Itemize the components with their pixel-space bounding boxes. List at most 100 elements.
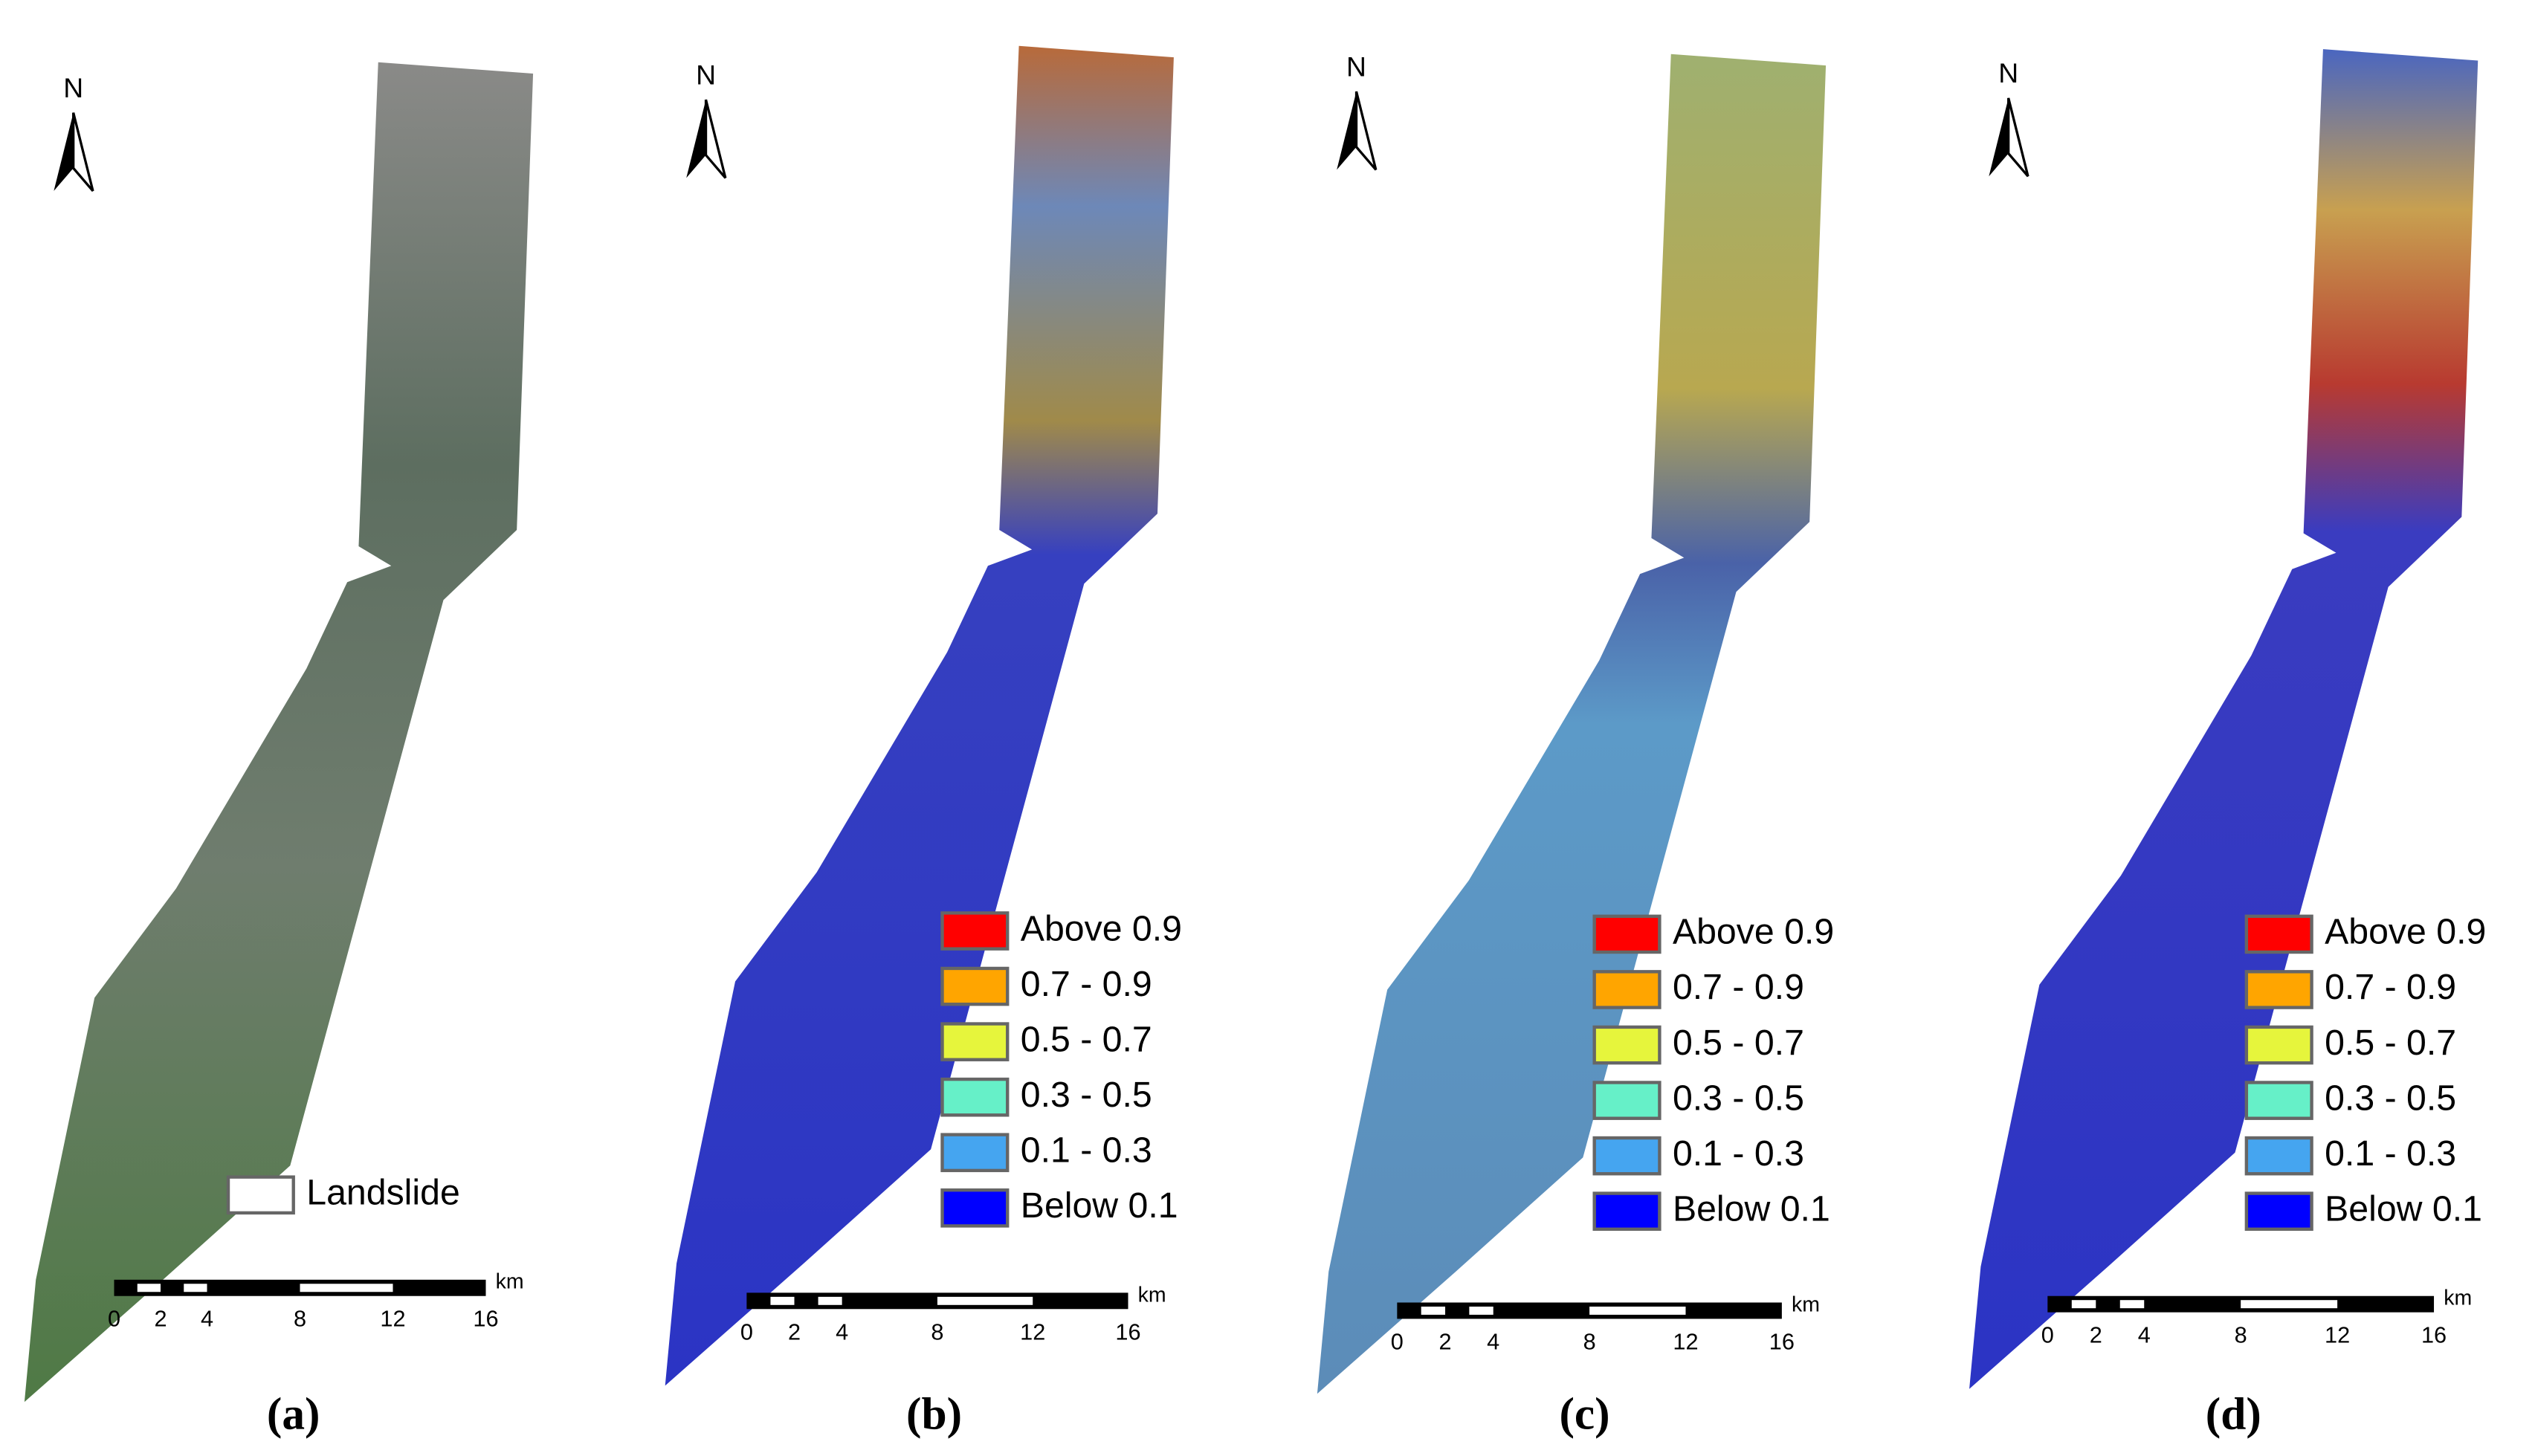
legend-swatch xyxy=(940,1133,1010,1173)
north-label: N xyxy=(1998,57,2018,88)
legend-swatch xyxy=(940,1188,1010,1228)
north-arrow-right xyxy=(72,112,94,192)
legend-swatch xyxy=(2244,914,2313,954)
legend-label: 0.3 - 0.5 xyxy=(1021,1075,1152,1115)
legend-swatch xyxy=(2244,1136,2313,1176)
legend-swatch xyxy=(2244,1191,2313,1232)
scale-bar-segment xyxy=(184,1284,207,1292)
scale-bar-segment xyxy=(2119,1300,2145,1309)
scale-tick-label: 16 xyxy=(1115,1319,1140,1345)
scale-tick-label: 12 xyxy=(1020,1319,1045,1345)
scale-unit: km xyxy=(1138,1283,1166,1307)
scale-bar-segment xyxy=(818,1296,842,1305)
legend-label: Above 0.9 xyxy=(1673,912,1834,952)
north-arrow-left xyxy=(686,100,706,178)
map-area xyxy=(24,62,534,1402)
legend-swatch xyxy=(940,1077,1010,1117)
panel: N Above 0.9 0.7 - 0.9 0.5 - 0.7 0.3 - 0.5 0.1… xyxy=(1969,49,2486,1439)
scale-bar-segment xyxy=(1421,1306,1446,1315)
legend-label: 0.3 - 0.5 xyxy=(2325,1078,2456,1118)
scale-unit: km xyxy=(1792,1292,1820,1316)
north-arrow-left xyxy=(1989,97,2009,177)
map-area xyxy=(665,45,1174,1386)
panel: N Above 0.9 0.7 - 0.9 0.5 - 0.7 0.3 - 0.5 0.1… xyxy=(665,45,1182,1439)
scale-bar-segment xyxy=(1469,1306,1493,1315)
legend-label: 0.5 - 0.7 xyxy=(1021,1019,1152,1059)
scale-tick-label: 0 xyxy=(108,1306,120,1332)
scale-tick-label: 8 xyxy=(2235,1322,2247,1348)
north-label: N xyxy=(696,59,716,90)
scale-bar-segment xyxy=(770,1296,795,1305)
panel-label: (b) xyxy=(906,1388,962,1439)
scale-tick-label: 2 xyxy=(2090,1322,2102,1348)
scale-tick-label: 4 xyxy=(1487,1328,1499,1354)
panel: N Above 0.9 0.7 - 0.9 0.5 - 0.7 0.3 - 0.5 0.1… xyxy=(1317,51,1834,1439)
legend-label: 0.5 - 0.7 xyxy=(2325,1023,2456,1063)
north-arrow-right xyxy=(2007,97,2029,178)
scale-tick-label: 0 xyxy=(740,1319,753,1345)
legend-label: Above 0.9 xyxy=(2325,912,2486,952)
panel-label: (a) xyxy=(267,1388,320,1439)
legend-swatch xyxy=(226,1175,295,1215)
scale-tick-label: 8 xyxy=(931,1319,943,1345)
scale-tick-label: 16 xyxy=(2421,1322,2447,1348)
legend-swatch xyxy=(1592,1136,1662,1176)
legend-swatch xyxy=(940,966,1010,1006)
scale-bar-segment xyxy=(137,1284,161,1292)
legend-label: 0.1 - 0.3 xyxy=(1673,1133,1804,1174)
scale-tick-label: 12 xyxy=(1673,1328,1698,1354)
scale-bar-segment xyxy=(300,1284,393,1292)
legend-label: 0.1 - 0.3 xyxy=(2325,1133,2456,1174)
north-label: N xyxy=(1346,51,1366,82)
scale-bar-segment xyxy=(937,1296,1033,1305)
scale-bar-segment xyxy=(1589,1306,1686,1315)
legend-swatch xyxy=(1592,1025,1662,1065)
scale-tick-label: 16 xyxy=(1769,1328,1795,1354)
legend-swatch xyxy=(2244,1081,2313,1120)
legend-label: 0.1 - 0.3 xyxy=(1021,1130,1152,1171)
legend-label: Above 0.9 xyxy=(1021,908,1182,948)
scale-tick-label: 8 xyxy=(294,1306,306,1332)
legend-swatch xyxy=(1592,914,1662,954)
legend-swatch xyxy=(2244,1025,2313,1065)
legend-label: Below 0.1 xyxy=(2325,1188,2482,1229)
scale-tick-label: 0 xyxy=(1391,1328,1404,1354)
map-area xyxy=(1969,49,2479,1389)
legend-swatch xyxy=(940,911,1010,951)
legend-label: 0.7 - 0.9 xyxy=(2325,967,2456,1007)
legend-label: Below 0.1 xyxy=(1673,1188,1830,1229)
legend-label: Landslide xyxy=(306,1173,460,1213)
legend-label: 0.7 - 0.9 xyxy=(1021,964,1152,1004)
scale-tick-label: 4 xyxy=(836,1319,848,1345)
legend-swatch xyxy=(1592,1191,1662,1232)
legend-swatch xyxy=(1592,1081,1662,1120)
north-arrow-left xyxy=(1337,91,1357,170)
panel-label: (d) xyxy=(2206,1388,2261,1439)
scale-tick-label: 16 xyxy=(473,1306,498,1332)
scale-tick-label: 2 xyxy=(1438,1328,1451,1354)
scale-unit: km xyxy=(496,1270,524,1294)
legend-swatch xyxy=(1592,970,1662,1009)
panel: N Landslide 0 2 4 8 12 16 km (a) xyxy=(24,62,534,1439)
map-area xyxy=(1317,54,1827,1394)
legend-swatch xyxy=(2244,970,2313,1009)
scale-tick-label: 8 xyxy=(1583,1328,1596,1354)
scale-bar-segment xyxy=(2241,1300,2338,1309)
scale-tick-label: 4 xyxy=(201,1306,213,1332)
legend-label: 0.7 - 0.9 xyxy=(1673,967,1804,1007)
legend-swatch xyxy=(940,1022,1010,1061)
north-label: N xyxy=(63,72,83,103)
scale-tick-label: 12 xyxy=(2325,1322,2350,1348)
scale-tick-label: 0 xyxy=(2041,1322,2054,1348)
scale-unit: km xyxy=(2444,1287,2472,1310)
scale-tick-label: 4 xyxy=(2138,1322,2151,1348)
legend-label: Below 0.1 xyxy=(1021,1185,1178,1226)
scale-tick-label: 2 xyxy=(788,1319,801,1345)
north-arrow-right xyxy=(704,99,727,179)
scale-tick-label: 12 xyxy=(380,1306,405,1332)
legend-label: 0.5 - 0.7 xyxy=(1673,1023,1804,1063)
legend-label: 0.3 - 0.5 xyxy=(1673,1078,1804,1118)
scale-bar-segment xyxy=(2071,1300,2096,1309)
